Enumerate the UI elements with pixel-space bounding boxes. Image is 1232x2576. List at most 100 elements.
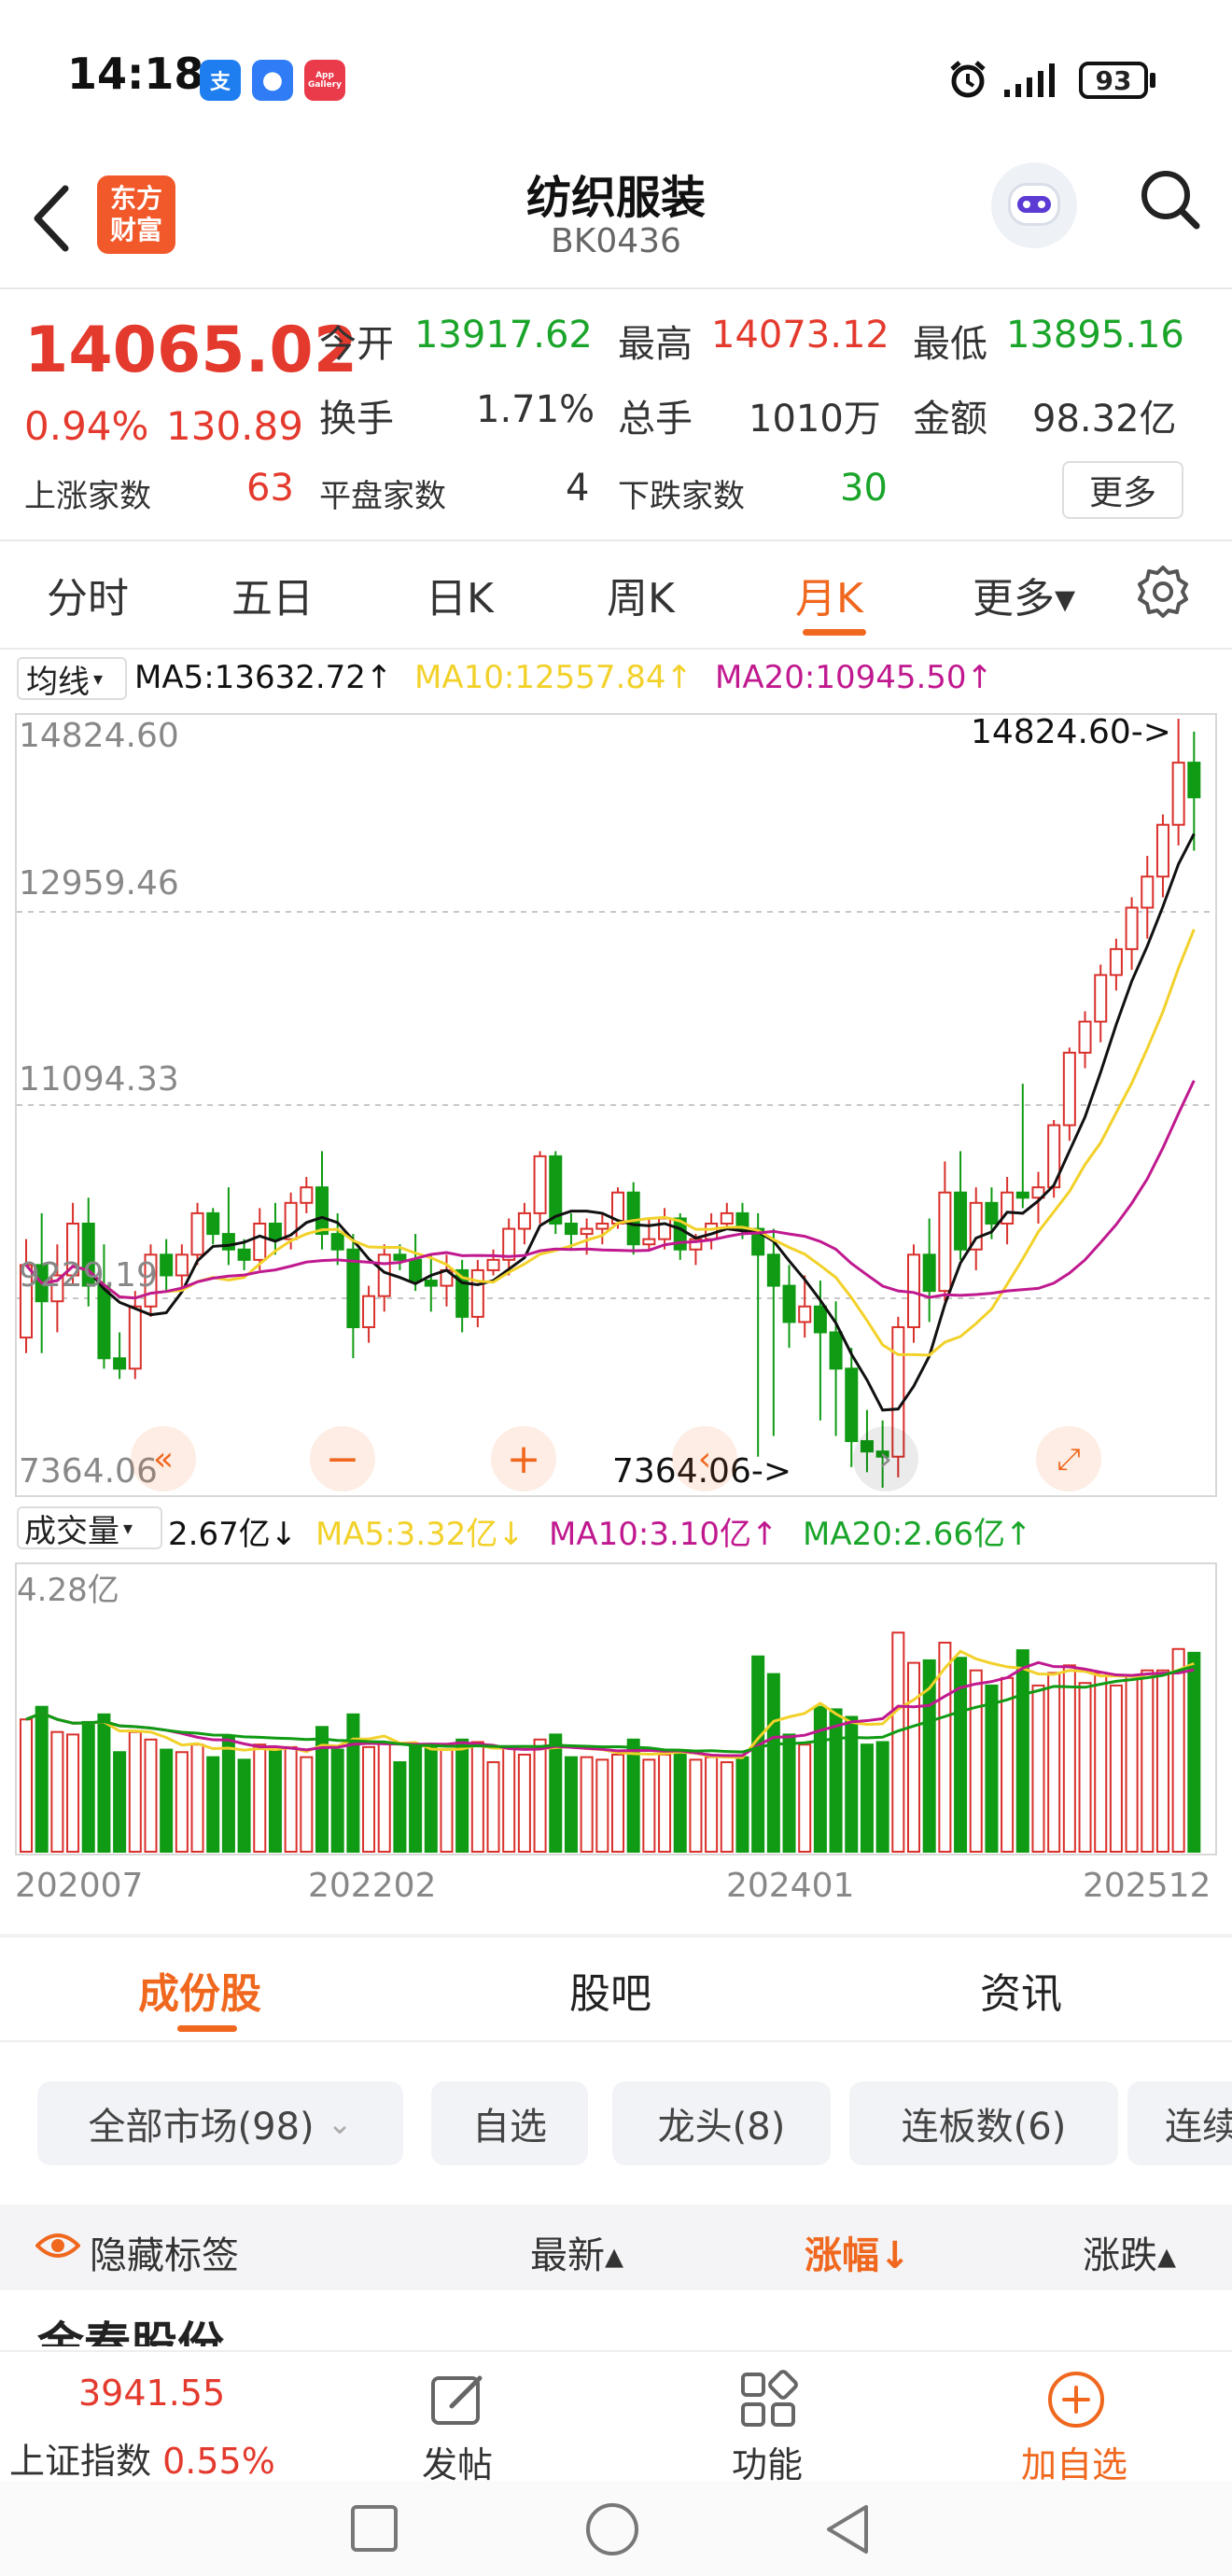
column-change[interactable]: 涨跌▴	[1083, 2234, 1177, 2277]
tab-more[interactable]: 更多▾	[973, 575, 1076, 623]
filter-all-markets-label: 全部市场(98)	[88, 2106, 315, 2149]
volume-bar	[35, 1705, 49, 1853]
candle-body	[486, 1258, 500, 1271]
candle-body	[330, 1233, 344, 1251]
candle-body	[985, 1201, 999, 1225]
candle-body	[346, 1248, 360, 1328]
table-row[interactable]: 金春股份	[0, 2290, 1232, 2346]
scroll-left-fast-button[interactable]: «	[131, 1426, 196, 1491]
zoom-out-button[interactable]: −	[310, 1426, 375, 1491]
candle-body	[221, 1233, 235, 1251]
fullscreen-button[interactable]: ⤢	[1036, 1426, 1101, 1491]
volume-bar	[595, 1758, 609, 1854]
volume-bar	[985, 1684, 999, 1853]
volume-bar	[206, 1756, 220, 1853]
candle-body	[798, 1305, 812, 1323]
volume-selector[interactable]: 成交量 ▾	[17, 1506, 162, 1550]
turnover-value: 1.71%	[476, 388, 595, 431]
battery-tip-icon	[1150, 73, 1155, 88]
high-label: 最高	[618, 323, 693, 366]
volume-bar	[642, 1758, 656, 1854]
filter-all-markets[interactable]: 全部市场(98) ⌄	[37, 2081, 403, 2165]
volume-bar	[1187, 1651, 1201, 1853]
candle-body	[1015, 1191, 1029, 1199]
column-latest[interactable]: 最新▴	[530, 2234, 624, 2277]
candle-body	[642, 1238, 656, 1246]
add-watchlist-icon[interactable]	[1045, 2369, 1107, 2430]
column-change-pct[interactable]: 涨幅↓	[805, 2234, 911, 2277]
search-icon[interactable]	[1137, 166, 1204, 233]
volume-chart[interactable]	[15, 1562, 1217, 1855]
tab-monthly-k[interactable]: 月K	[795, 575, 863, 623]
compose-icon[interactable]	[427, 2369, 489, 2430]
more-button[interactable]: 更多	[1062, 461, 1183, 519]
min-annotation: 7364.06->	[612, 1452, 792, 1491]
amount-value: 98.32亿	[1032, 398, 1177, 441]
post-button-label[interactable]: 发帖	[422, 2444, 494, 2485]
robot-assistant-icon[interactable]	[991, 162, 1077, 248]
hide-tags-label[interactable]: 隐藏标签	[90, 2234, 239, 2277]
scroll-right-button[interactable]: ›	[853, 1426, 918, 1491]
volume-bar	[564, 1756, 578, 1853]
volume-bar	[424, 1745, 438, 1853]
tab-weekly-k[interactable]: 周K	[607, 575, 675, 623]
candle-body	[206, 1211, 220, 1236]
tab-forum[interactable]: 股吧	[569, 1970, 651, 2018]
back-icon[interactable]	[28, 181, 75, 256]
back-nav-icon[interactable]	[821, 2501, 874, 2557]
candle-body	[66, 1223, 80, 1277]
volume-bar	[735, 1756, 749, 1853]
eye-icon[interactable]	[35, 2231, 80, 2261]
filter-consecutive-limit[interactable]: 连板数(6)	[849, 2081, 1118, 2165]
zoom-in-button[interactable]: +	[491, 1426, 556, 1491]
candle-body	[190, 1211, 204, 1256]
divider	[0, 539, 1232, 541]
candle-body	[938, 1191, 952, 1293]
candle-body	[735, 1211, 749, 1230]
tab-constituents[interactable]: 成份股	[138, 1970, 261, 2018]
advancers-value: 63	[246, 467, 294, 510]
filter-consecutive-more[interactable]: 连续	[1127, 2081, 1232, 2165]
index-value[interactable]: 3941.55	[78, 2373, 226, 2414]
candle-body	[377, 1253, 391, 1297]
scroll-left-button[interactable]: ‹	[672, 1426, 737, 1491]
tab-daily-k[interactable]: 日K	[426, 575, 494, 623]
volume-bar	[580, 1756, 594, 1853]
filter-leaders[interactable]: 龙头(8)	[612, 2081, 831, 2165]
volume-bar	[393, 1761, 407, 1853]
volume-bar	[128, 1730, 142, 1853]
index-change: 0.55%	[162, 2441, 275, 2482]
candle-body	[1125, 906, 1139, 950]
battery-indicator: 93	[1079, 62, 1148, 99]
price-chart[interactable]	[15, 713, 1217, 1497]
tab-news[interactable]: 资讯	[980, 1970, 1062, 2018]
volume-bar	[658, 1753, 672, 1853]
ma5-legend: MA5:13632.72↑	[134, 659, 393, 696]
volume-bar	[1141, 1669, 1155, 1854]
candle-body	[860, 1440, 874, 1453]
settings-gear-icon[interactable]	[1135, 564, 1191, 620]
home-button[interactable]	[586, 2503, 638, 2555]
volume-bar	[782, 1733, 796, 1853]
volume-bar	[611, 1753, 625, 1853]
volume-bar	[455, 1738, 469, 1853]
section-separator	[0, 1934, 1232, 1938]
filter-watchlist[interactable]: 自选	[431, 2081, 588, 2165]
ma-selector[interactable]: 均线 ▾	[17, 657, 127, 701]
x-axis-label-3: 202401	[726, 1867, 855, 1905]
grid-functions-icon[interactable]	[737, 2369, 799, 2430]
tab-active-underline	[803, 629, 866, 636]
candle-body	[564, 1223, 578, 1236]
volume-bar	[1109, 1684, 1123, 1853]
functions-button-label[interactable]: 功能	[732, 2444, 804, 2485]
candle-body	[300, 1186, 314, 1204]
volume-bar	[766, 1673, 780, 1853]
volume-bar	[891, 1631, 905, 1853]
tab-five-day[interactable]: 五日	[231, 575, 314, 623]
volume-bar	[1171, 1647, 1185, 1853]
recent-apps-button[interactable]	[351, 2505, 398, 2552]
tab-intraday[interactable]: 分时	[47, 575, 129, 623]
index-name[interactable]: 上证指数 0.55%	[9, 2432, 275, 2484]
unchanged-value: 4	[566, 467, 590, 510]
add-watchlist-label[interactable]: 加自选	[1021, 2444, 1128, 2485]
